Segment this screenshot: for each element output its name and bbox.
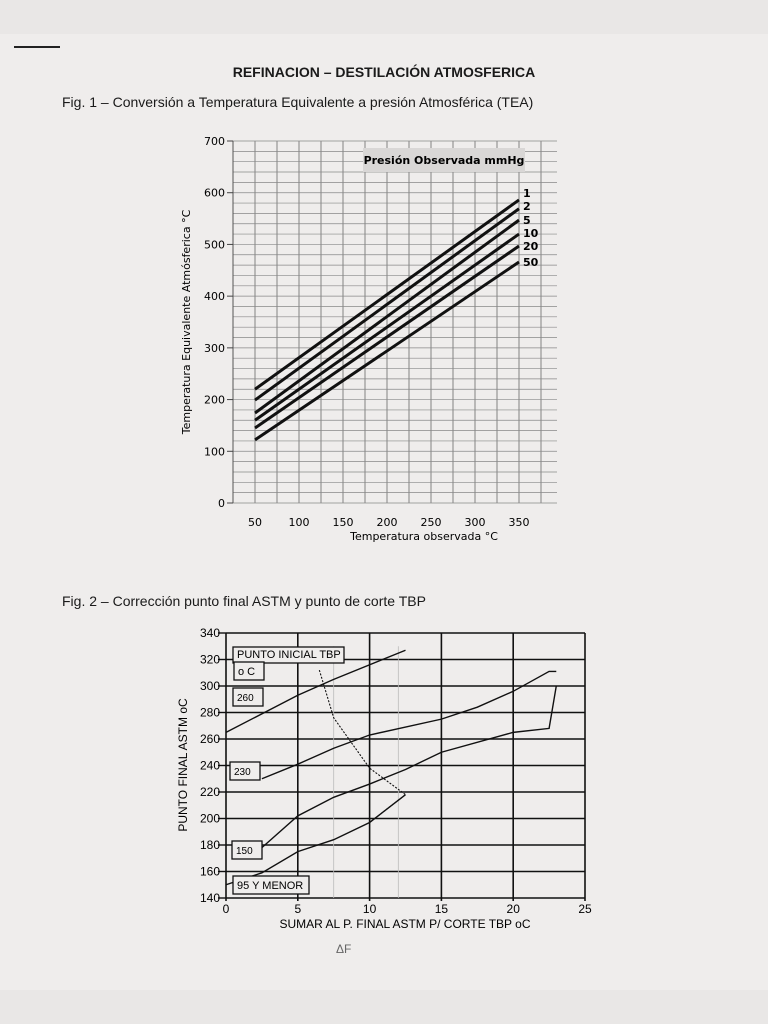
legend-title: Presión Observada mmHg <box>364 154 525 167</box>
legend-title: PUNTO INICIAL TBP <box>237 649 341 661</box>
series-label: 5 <box>523 214 531 227</box>
x-tick-label: 5 <box>294 902 301 916</box>
x-tick-label: 200 <box>377 516 398 529</box>
y-tick-label: 340 <box>200 626 220 640</box>
pressure-line-50 <box>254 260 520 442</box>
x-tick-label: 50 <box>248 516 262 529</box>
y-tick-label: 300 <box>200 679 220 693</box>
series-label: 10 <box>523 227 539 240</box>
x-tick-label: 20 <box>507 902 521 916</box>
pressure-line-2 <box>254 207 520 402</box>
legend-unit: o C <box>238 666 255 678</box>
x-tick-label: 300 <box>465 516 486 529</box>
curve-150 <box>261 685 557 849</box>
series-label: 20 <box>523 240 539 253</box>
y-tick-label: 100 <box>204 445 225 458</box>
y-tick-label: 220 <box>200 785 220 799</box>
series-label: 1 <box>523 187 531 200</box>
x-tick-label: 0 <box>223 902 230 916</box>
x-tick-label: 15 <box>435 902 449 916</box>
series-label: 2 <box>523 200 531 213</box>
document-title: REFINACION – DESTILACIÓN ATMOSFERICA <box>232 64 536 80</box>
y-tick-label: 400 <box>204 290 225 303</box>
curve-230 <box>261 670 557 780</box>
y-tick-label: 140 <box>200 891 220 905</box>
y-tick-label: 600 <box>204 187 225 200</box>
pressure-line-5 <box>254 218 520 415</box>
curve-label-150: 150 <box>236 846 253 857</box>
y-tick-label: 300 <box>204 342 225 355</box>
curve-260 <box>225 649 406 733</box>
curve-boundary <box>318 669 407 823</box>
fig1-caption: Fig. 1 – Conversión a Temperatura Equiva… <box>62 94 534 110</box>
curve-label-230: 230 <box>234 767 251 778</box>
y-tick-label: 500 <box>204 238 225 251</box>
document-page <box>0 34 768 990</box>
y-tick-label: 200 <box>200 812 220 826</box>
y-tick-label: 160 <box>200 865 220 879</box>
handwritten-note: ΔF <box>336 942 352 956</box>
x-tick-label: 25 <box>578 902 592 916</box>
margin-mark <box>14 46 60 48</box>
x-axis-label: Temperatura observada °C <box>349 530 498 543</box>
y-tick-label: 240 <box>200 759 220 773</box>
x-axis-label: SUMAR AL P. FINAL ASTM P/ CORTE TBP oC <box>280 917 531 931</box>
y-tick-label: 0 <box>218 497 225 510</box>
y-tick-label: 320 <box>200 653 220 667</box>
y-tick-label: 200 <box>204 394 225 407</box>
x-tick-label: 100 <box>289 516 310 529</box>
y-tick-label: 260 <box>200 732 220 746</box>
y-tick-label: 700 <box>204 135 225 148</box>
x-tick-label: 250 <box>421 516 442 529</box>
y-tick-label: 180 <box>200 838 220 852</box>
curve-label-95: 95 Y MENOR <box>237 880 303 892</box>
x-tick-label: 150 <box>333 516 354 529</box>
pressure-line-20 <box>254 244 520 430</box>
fig2-caption: Fig. 2 – Corrección punto final ASTM y p… <box>62 593 426 609</box>
y-tick-label: 280 <box>200 706 220 720</box>
y-axis-label: Temperatura Equivalente Atmósferica °C <box>180 209 193 435</box>
series-label: 50 <box>523 256 539 269</box>
y-axis-label: PUNTO FINAL ASTM oC <box>176 698 190 832</box>
x-tick-label: 350 <box>509 516 530 529</box>
pressure-line-10 <box>254 232 520 422</box>
pressure-line-1 <box>254 198 520 391</box>
curve-label-260: 260 <box>237 693 254 704</box>
x-tick-label: 10 <box>363 902 377 916</box>
